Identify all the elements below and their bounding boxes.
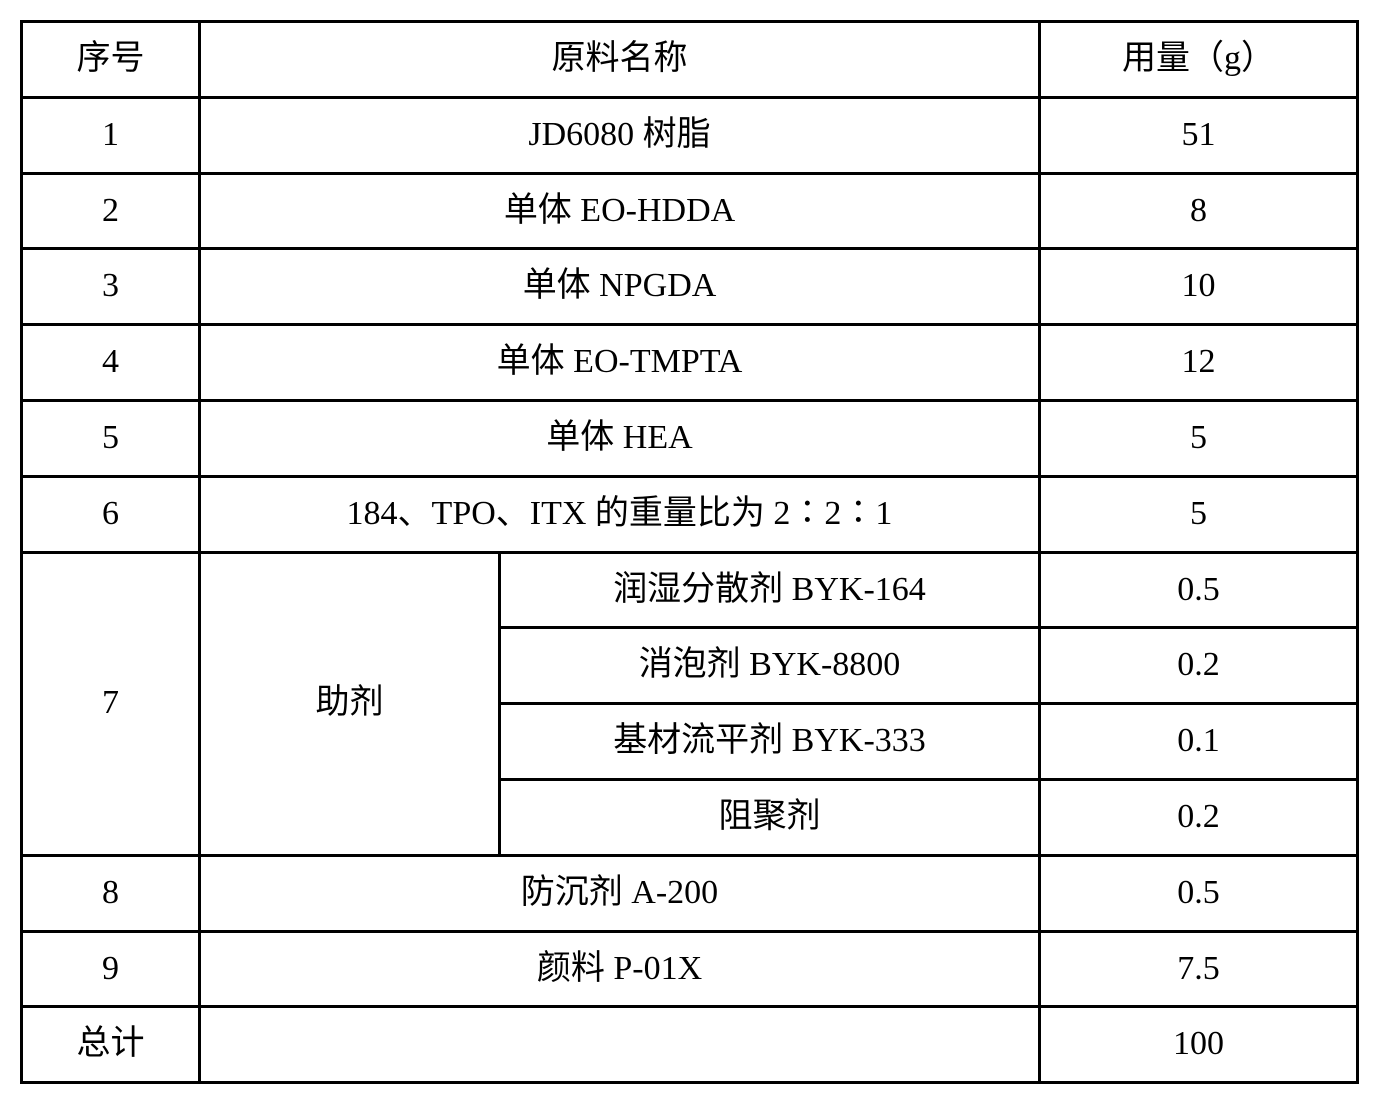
table-row: 9 颜料 P-01X 7.5 (22, 931, 1358, 1007)
cell-amount: 12 (1040, 325, 1358, 401)
col-header-index: 序号 (22, 22, 200, 98)
materials-table: 序号 原料名称 用量（g） 1 JD6080 树脂 51 2 单体 EO-HDD… (20, 20, 1359, 1084)
cell-material-name: 消泡剂 BYK-8800 (500, 628, 1040, 704)
table-row: 6 184、TPO、ITX 的重量比为 2∶2∶1 5 (22, 476, 1358, 552)
cell-material-name: 颜料 P-01X (200, 931, 1040, 1007)
cell-index: 7 (22, 552, 200, 855)
cell-material-name: 184、TPO、ITX 的重量比为 2∶2∶1 (200, 476, 1040, 552)
cell-amount: 5 (1040, 476, 1358, 552)
cell-material-name: 防沉剂 A-200 (200, 855, 1040, 931)
cell-material-name: 单体 EO-HDDA (200, 173, 1040, 249)
cell-amount: 0.1 (1040, 704, 1358, 780)
cell-group-label: 助剂 (200, 552, 500, 855)
cell-material-name: 阻聚剂 (500, 779, 1040, 855)
cell-amount: 8 (1040, 173, 1358, 249)
table-row: 4 单体 EO-TMPTA 12 (22, 325, 1358, 401)
cell-total-amount: 100 (1040, 1007, 1358, 1083)
table-header-row: 序号 原料名称 用量（g） (22, 22, 1358, 98)
table-row: 3 单体 NPGDA 10 (22, 249, 1358, 325)
cell-index: 9 (22, 931, 200, 1007)
cell-total-label: 总计 (22, 1007, 200, 1083)
materials-table-container: 序号 原料名称 用量（g） 1 JD6080 树脂 51 2 单体 EO-HDD… (20, 20, 1356, 1084)
table-row: 8 防沉剂 A-200 0.5 (22, 855, 1358, 931)
cell-index: 3 (22, 249, 200, 325)
cell-material-name: 单体 HEA (200, 400, 1040, 476)
cell-amount: 0.5 (1040, 855, 1358, 931)
cell-index: 1 (22, 97, 200, 173)
cell-amount: 0.2 (1040, 779, 1358, 855)
col-header-amount: 用量（g） (1040, 22, 1358, 98)
cell-amount: 7.5 (1040, 931, 1358, 1007)
cell-total-name (200, 1007, 1040, 1083)
cell-index: 6 (22, 476, 200, 552)
table-row: 7 助剂 润湿分散剂 BYK-164 0.5 (22, 552, 1358, 628)
cell-index: 4 (22, 325, 200, 401)
table-total-row: 总计 100 (22, 1007, 1358, 1083)
cell-material-name: 单体 EO-TMPTA (200, 325, 1040, 401)
table-row: 2 单体 EO-HDDA 8 (22, 173, 1358, 249)
table-row: 1 JD6080 树脂 51 (22, 97, 1358, 173)
col-header-material-name: 原料名称 (200, 22, 1040, 98)
cell-material-name: 润湿分散剂 BYK-164 (500, 552, 1040, 628)
cell-amount: 5 (1040, 400, 1358, 476)
cell-index: 2 (22, 173, 200, 249)
cell-index: 8 (22, 855, 200, 931)
cell-material-name: JD6080 树脂 (200, 97, 1040, 173)
cell-index: 5 (22, 400, 200, 476)
cell-amount: 51 (1040, 97, 1358, 173)
cell-amount: 0.5 (1040, 552, 1358, 628)
cell-material-name: 单体 NPGDA (200, 249, 1040, 325)
cell-amount: 0.2 (1040, 628, 1358, 704)
cell-amount: 10 (1040, 249, 1358, 325)
table-row: 5 单体 HEA 5 (22, 400, 1358, 476)
cell-material-name: 基材流平剂 BYK-333 (500, 704, 1040, 780)
